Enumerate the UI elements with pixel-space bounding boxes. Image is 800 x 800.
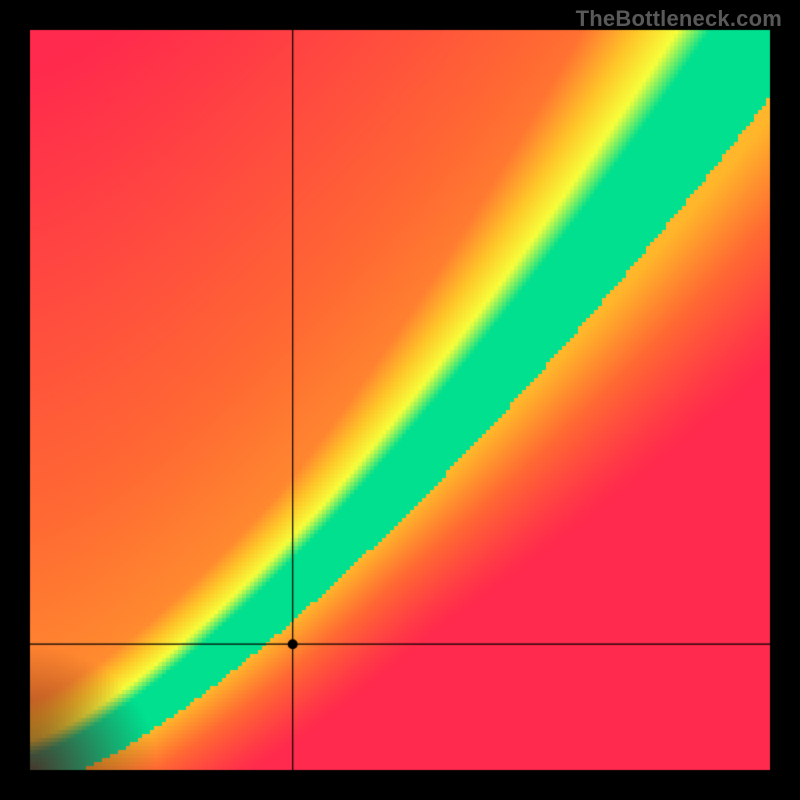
- heatmap-canvas: [0, 0, 800, 800]
- bottleneck-chart: TheBottleneck.com: [0, 0, 800, 800]
- watermark-text: TheBottleneck.com: [576, 6, 782, 32]
